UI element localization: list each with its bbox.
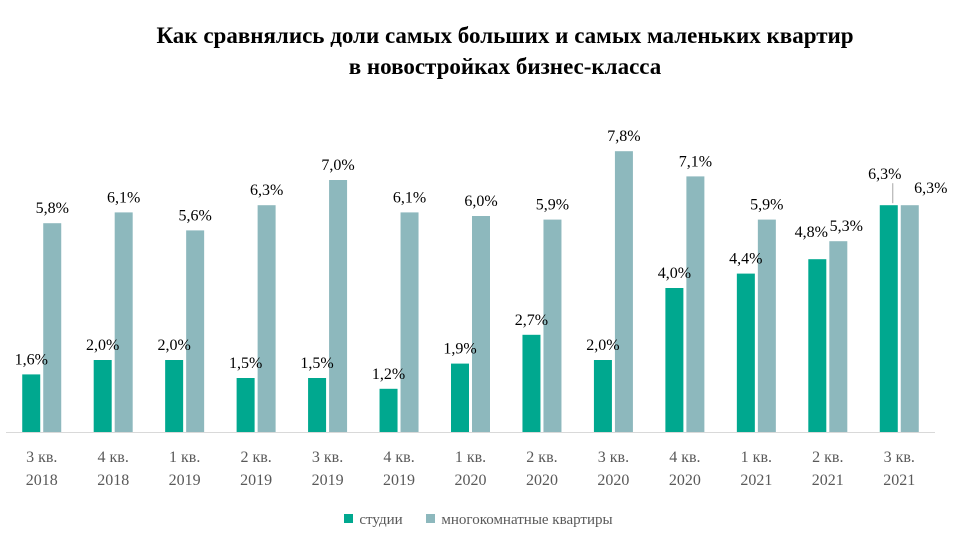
bar-multiroom [472, 216, 490, 432]
legend-label-studios: студии [359, 512, 403, 528]
bar-multiroom [686, 176, 705, 432]
data-label-multiroom: 6,3% [250, 182, 283, 199]
bar-studios [593, 360, 612, 432]
data-label-multiroom: 5,8% [36, 200, 69, 217]
legend-swatch-multiroom [426, 514, 436, 523]
x-tick-label-year: 2021 [740, 472, 772, 489]
x-tick-label-year: 2018 [26, 472, 58, 489]
bar-multiroom [114, 212, 133, 432]
bar-chart-plot: 1,6% 5,8% 3 кв. 2018 2,0% 6,1% 4 кв. 2018 2,0% 5,… [6, 128, 947, 489]
bar-multiroom [186, 230, 205, 432]
data-label-multiroom: 6,0% [464, 193, 497, 210]
bar-multiroom [614, 151, 633, 432]
data-label-studios: 2,0% [586, 337, 619, 354]
bar-multiroom [400, 212, 419, 432]
x-tick-label-year: 2020 [669, 472, 701, 489]
bar-multiroom [900, 205, 919, 432]
chart-title-line-1: Как сравнялись доли самых больших и самы… [156, 23, 854, 48]
x-tick-label-year: 2021 [812, 472, 844, 489]
data-label-studios: 1,9% [443, 341, 476, 358]
bar-studios [93, 360, 112, 432]
bar-multiroom [543, 219, 562, 432]
data-label-studios: 1,2% [372, 366, 405, 383]
legend-item-studios: студии [344, 509, 403, 531]
data-label-multiroom: 6,1% [393, 189, 426, 206]
x-tick-label-quarter: 3 кв. [598, 449, 629, 466]
data-label-multiroom: 5,3% [830, 218, 863, 235]
x-tick-label-quarter: 3 кв. [884, 449, 915, 466]
bar-studios [879, 205, 898, 432]
bar-multiroom [43, 223, 62, 432]
bar-studios [665, 288, 684, 432]
data-label-multiroom: 5,9% [536, 197, 569, 214]
data-label-multiroom: 7,1% [679, 153, 712, 170]
bar-studios [22, 374, 41, 432]
x-tick-label-year: 2019 [383, 472, 415, 489]
legend-label-multiroom: многокомнатные квартиры [441, 512, 613, 528]
chart-legend: студии многокомнатные квартиры [0, 509, 957, 531]
data-label-studios: 4,0% [658, 265, 691, 282]
bar-multiroom [257, 205, 276, 432]
x-tick-label-quarter: 2 кв. [526, 449, 557, 466]
x-tick-label-quarter: 4 кв. [383, 449, 414, 466]
x-tick-label-year: 2020 [526, 472, 558, 489]
x-tick-label-year: 2020 [597, 472, 629, 489]
x-tick-label-quarter: 2 кв. [812, 449, 843, 466]
x-tick-label-quarter: 4 кв. [98, 449, 129, 466]
x-tick-label-year: 2019 [240, 472, 272, 489]
x-tick-label-quarter: 1 кв. [169, 449, 200, 466]
data-label-multiroom: 5,9% [750, 197, 783, 214]
data-label-studios: 4,8% [795, 224, 828, 241]
x-tick-label-year: 2021 [883, 472, 915, 489]
data-label-studios: 2,0% [157, 337, 190, 354]
data-label-studios: 2,7% [515, 312, 548, 329]
x-tick-label-year: 2020 [455, 472, 487, 489]
bar-multiroom [757, 219, 776, 432]
data-label-multiroom: 6,1% [107, 189, 140, 206]
bar-studios [736, 273, 755, 432]
bar-studios [379, 388, 398, 432]
x-tick-label-quarter: 1 кв. [741, 449, 772, 466]
data-label-studios: 4,4% [729, 251, 762, 268]
bar-studios [808, 259, 827, 432]
x-tick-label-quarter: 1 кв. [455, 449, 486, 466]
bar-studios [522, 334, 541, 432]
data-label-multiroom: 7,0% [321, 157, 354, 174]
x-tick-label-year: 2019 [312, 472, 344, 489]
x-tick-label-year: 2019 [169, 472, 201, 489]
x-tick-label-quarter: 2 кв. [240, 449, 271, 466]
chart-title: Как сравнялись доли самых больших и самы… [0, 20, 957, 82]
data-label-studios: 1,6% [15, 351, 48, 368]
data-label-studios: 2,0% [86, 337, 119, 354]
legend-item-multiroom: многокомнатные квартиры [426, 509, 613, 531]
data-label-studios: 1,5% [229, 355, 262, 372]
bar-studios [236, 378, 255, 432]
data-label-multiroom: 7,8% [607, 128, 640, 145]
bar-studios [308, 378, 327, 432]
x-tick-label-quarter: 3 кв. [26, 449, 57, 466]
x-tick-label-year: 2018 [97, 472, 129, 489]
data-label-multiroom: 6,3% [914, 180, 947, 197]
data-label-studios: 1,5% [300, 355, 333, 372]
legend-swatch-studios [344, 514, 354, 523]
data-label-studios: 6,3% [868, 166, 901, 183]
bar-studios [451, 363, 469, 432]
bar-multiroom [829, 241, 848, 432]
bar-multiroom [329, 180, 348, 432]
x-tick-label-quarter: 4 кв. [669, 449, 700, 466]
chart-title-line-2: в новостройках бизнес-класса [348, 54, 662, 79]
x-tick-label-quarter: 3 кв. [312, 449, 343, 466]
data-label-multiroom: 5,6% [178, 207, 211, 224]
bar-studios [165, 360, 184, 432]
